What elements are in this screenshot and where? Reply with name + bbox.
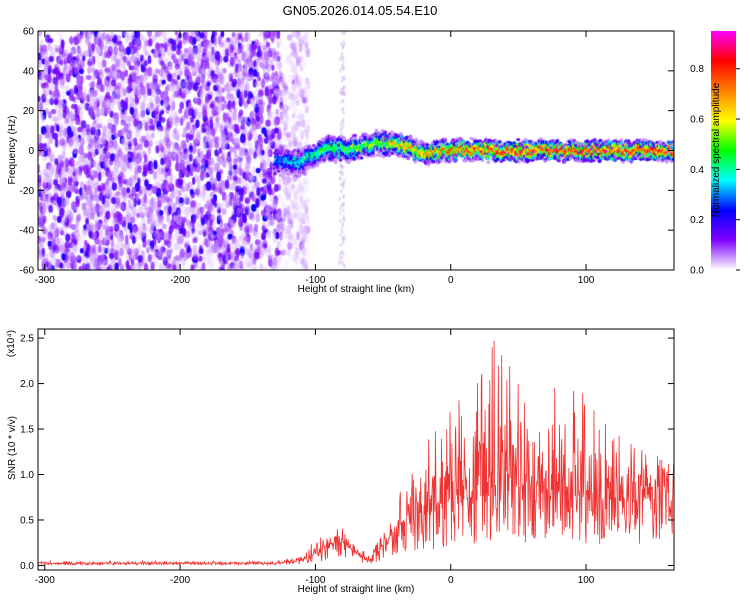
snr-y-ticks: 0.0 0.5 1.0 1.5 2.0 2.5 (20, 334, 674, 572)
colorbar: 0.0 0.2 0.4 0.6 0.8 Normalized spectral ampl… (690, 31, 740, 277)
snr-y-tick-label: 1.5 (20, 425, 34, 436)
colorbar-label: Normalized spectral amplitude (711, 82, 722, 217)
spectrogram-x-tick-label: -300 (35, 275, 55, 286)
spectrogram-panel: -300 -200 -100 0 100 60 40 20 0 -20 -40 -60 Height… (7, 27, 675, 295)
snr-y-tick-label: 2.0 (20, 379, 34, 390)
colorbar-tick-label: 0.4 (690, 165, 704, 176)
snr-x-label: Height of straight line (km) (298, 584, 415, 595)
snr-x-tick-label: -200 (170, 575, 190, 586)
snr-series-line (37, 340, 674, 567)
snr-y-tick-label: 0.5 (20, 515, 34, 526)
spectrogram-y-tick-label: 20 (23, 106, 35, 117)
snr-x-tick-label: 0 (448, 575, 454, 586)
snr-x-tick-label: 100 (578, 575, 595, 586)
spectrogram-y-tick-label: 40 (23, 66, 35, 77)
spectrogram-x-tick-label: -100 (305, 275, 325, 286)
spectrogram-y-tick-label: -60 (20, 266, 35, 277)
snr-y-label: SNR (10 * v/v) (7, 416, 18, 480)
colorbar-ticks: 0.0 0.2 0.4 0.6 0.8 (690, 64, 740, 277)
spectrogram-x-label: Height of straight line (km) (298, 284, 415, 295)
colorbar-tick-label: 0.0 (690, 266, 704, 277)
spectrogram-y-label: Frequency (Hz) (7, 116, 18, 185)
colorbar-tick-label: 0.6 (690, 115, 704, 126)
snr-panel: -300 -200 -100 0 100 0.0 0.5 1.0 1.5 2.0 2.5 Heig… (6, 328, 675, 595)
spectrogram-image (38, 31, 674, 270)
snr-y-tick-label: 1.0 (20, 470, 34, 481)
spectrogram-y-tick-label: 60 (23, 27, 35, 38)
snr-x-tick-label: -300 (35, 575, 55, 586)
spectrogram-y-tick-label: -40 (20, 226, 35, 237)
spectrogram-y-tick-label: 0 (28, 146, 34, 157)
colorbar-gradient (711, 31, 736, 270)
snr-frame (37, 328, 675, 571)
spectrogram-y-ticks: 60 40 20 0 -20 -40 -60 (20, 27, 674, 277)
snr-x-ticks: -300 -200 -100 0 100 (35, 329, 595, 586)
spectrogram-x-tick-label: 100 (578, 275, 595, 286)
spectrogram-x-ticks: -300 -200 -100 0 100 (35, 31, 595, 286)
spectrogram-x-tick-label: -200 (170, 275, 190, 286)
snr-y-tick-label: 2.5 (20, 334, 34, 345)
spectrogram-y-tick-label: -20 (20, 186, 35, 197)
snr-x-tick-label: -100 (305, 575, 325, 586)
spectrogram-x-tick-label: 0 (448, 275, 454, 286)
colorbar-tick-label: 0.8 (690, 64, 704, 75)
snr-y-tick-label: 0.0 (20, 561, 34, 572)
snr-scale-label: (x10⁴) (6, 330, 17, 357)
colorbar-tick-label: 0.2 (690, 215, 704, 226)
figure-title: GN05.2026.014.05.54.E10 (283, 3, 438, 18)
